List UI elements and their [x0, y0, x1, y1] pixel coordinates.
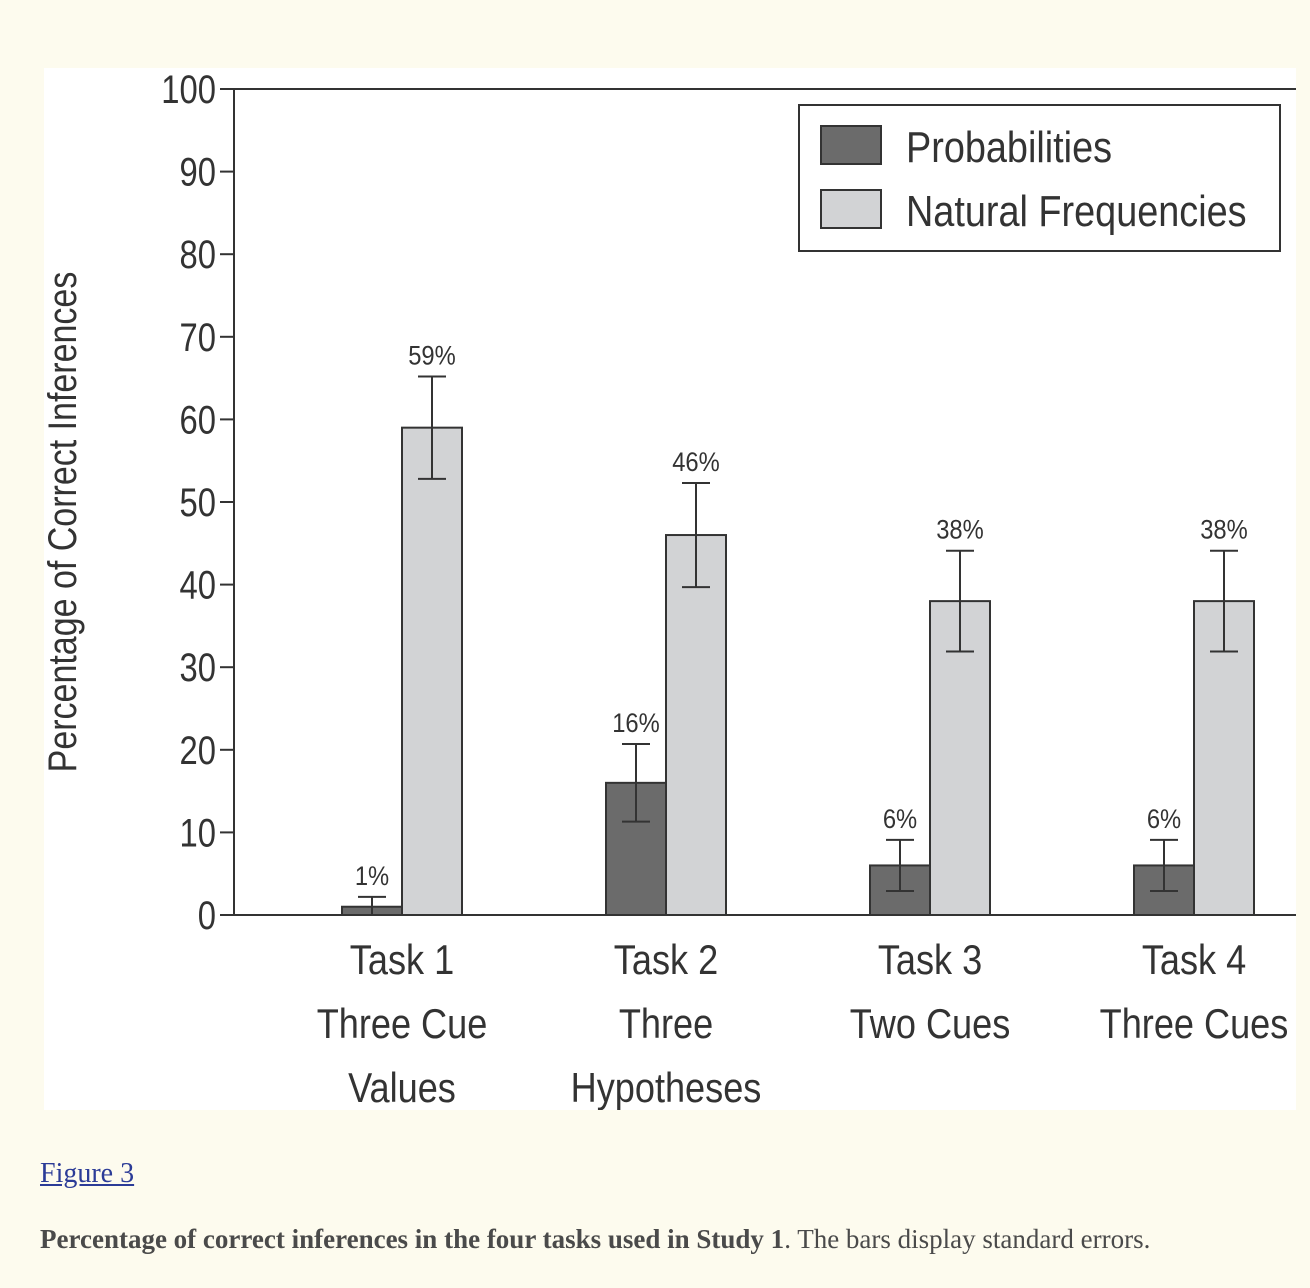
- data-label: 6%: [883, 804, 917, 834]
- y-tick-label: 10: [180, 810, 216, 855]
- y-tick-label: 20: [180, 728, 216, 773]
- y-tick-label: 40: [180, 563, 216, 608]
- bar-natural-frequencies: [401, 426, 463, 916]
- figure-caption: Percentage of correct inferences in the …: [40, 1224, 1280, 1255]
- x-category-label: Task 3: [878, 938, 982, 984]
- data-label: 38%: [1200, 515, 1248, 545]
- y-tick-label: 80: [180, 232, 216, 277]
- x-category-label: Three: [619, 1002, 713, 1048]
- y-tick-label: 70: [180, 315, 216, 360]
- legend-swatch: [820, 125, 882, 165]
- y-tick-label: 30: [180, 645, 216, 690]
- figure-panel: 0 10 20 30 40 50 60 70 80 90 100 Percentage of Corr…: [44, 68, 1296, 1110]
- x-category-label: Three Cues: [1100, 1002, 1289, 1048]
- y-tick-label: 0: [198, 893, 216, 938]
- legend-label: Probabilities: [906, 122, 1112, 171]
- bar-natural-frequencies: [1193, 600, 1255, 916]
- y-tick-label: 100: [161, 68, 216, 112]
- data-label: 59%: [408, 341, 456, 371]
- caption-rest: . The bars display standard errors.: [784, 1224, 1151, 1254]
- y-tick-label: 90: [180, 150, 216, 195]
- bar-probabilities: [605, 781, 667, 917]
- x-category-label: Task 2: [614, 938, 718, 984]
- figure-link[interactable]: Figure 3: [40, 1158, 135, 1189]
- data-label: 16%: [612, 709, 660, 739]
- x-category-label: Hypotheses: [571, 1066, 762, 1110]
- x-category-label: Values: [348, 1066, 456, 1110]
- y-tick-label: 60: [180, 397, 216, 442]
- legend-label: Natural Frequencies: [906, 186, 1247, 235]
- y-tick-label: 50: [180, 480, 216, 525]
- x-category-label: Two Cues: [850, 1002, 1011, 1048]
- caption-bold: Percentage of correct inferences in the …: [40, 1224, 785, 1254]
- y-axis-title: Percentage of Correct Inferences: [44, 272, 85, 773]
- bar-chart: 0 10 20 30 40 50 60 70 80 90 100 Percentage of Corr…: [44, 68, 1296, 1110]
- data-label: 6%: [1147, 804, 1181, 834]
- data-label: 38%: [936, 515, 984, 545]
- bar-natural-frequencies: [665, 534, 727, 916]
- data-label: 1%: [355, 861, 389, 891]
- x-category-label: Three Cue: [317, 1002, 488, 1048]
- legend-swatch: [820, 189, 882, 229]
- x-category-label: Task 1: [350, 938, 454, 984]
- data-label: 46%: [672, 448, 720, 478]
- x-category-label: Task 4: [1142, 938, 1246, 984]
